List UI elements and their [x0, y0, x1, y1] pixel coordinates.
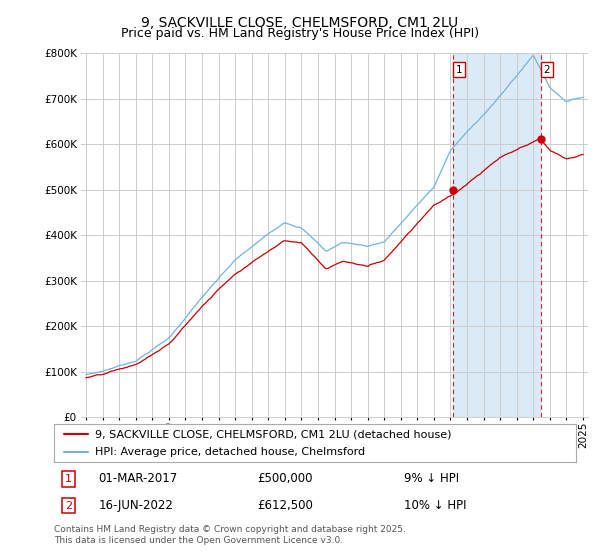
- Text: 10% ↓ HPI: 10% ↓ HPI: [404, 499, 466, 512]
- Text: 9, SACKVILLE CLOSE, CHELMSFORD, CM1 2LU (detached house): 9, SACKVILLE CLOSE, CHELMSFORD, CM1 2LU …: [95, 429, 451, 439]
- Text: Contains HM Land Registry data © Crown copyright and database right 2025.
This d: Contains HM Land Registry data © Crown c…: [54, 525, 406, 545]
- Text: 1: 1: [65, 474, 72, 484]
- Text: 2: 2: [65, 501, 72, 511]
- Text: £500,000: £500,000: [257, 472, 313, 486]
- Text: 16-JUN-2022: 16-JUN-2022: [98, 499, 173, 512]
- Text: 9% ↓ HPI: 9% ↓ HPI: [404, 472, 459, 486]
- Text: Price paid vs. HM Land Registry's House Price Index (HPI): Price paid vs. HM Land Registry's House …: [121, 27, 479, 40]
- Text: 9, SACKVILLE CLOSE, CHELMSFORD, CM1 2LU: 9, SACKVILLE CLOSE, CHELMSFORD, CM1 2LU: [142, 16, 458, 30]
- Text: 1: 1: [456, 64, 463, 74]
- Text: £612,500: £612,500: [257, 499, 313, 512]
- Text: 01-MAR-2017: 01-MAR-2017: [98, 472, 178, 486]
- Bar: [453, 53, 541, 417]
- Text: HPI: Average price, detached house, Chelmsford: HPI: Average price, detached house, Chel…: [95, 447, 365, 457]
- Text: 2: 2: [544, 64, 550, 74]
